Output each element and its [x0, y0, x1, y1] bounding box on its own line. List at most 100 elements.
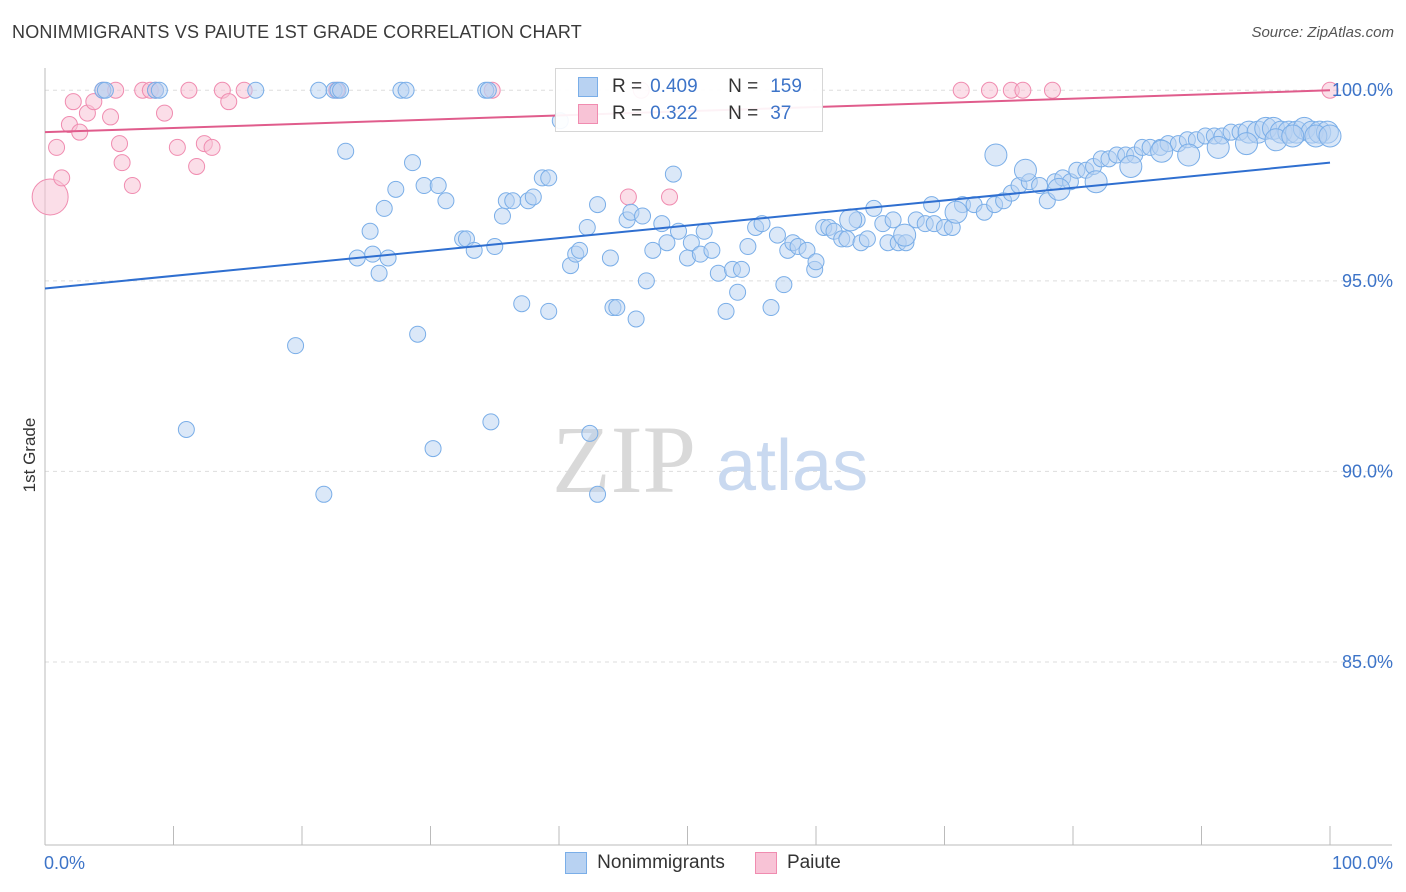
data-point-nonimmigrants — [644, 241, 662, 259]
data-point-nonimmigrants — [682, 234, 700, 252]
data-point-nonimmigrants — [364, 245, 382, 263]
data-point-nonimmigrants — [717, 302, 735, 320]
legend-r-value: 0.409 — [650, 76, 698, 97]
y-tick-label: 100.0% — [1332, 80, 1393, 100]
data-point-nonimmigrants — [589, 196, 607, 214]
data-point-nonimmigrants — [465, 241, 483, 259]
watermark-atlas: atlas — [716, 426, 868, 506]
data-point-nonimmigrants — [387, 180, 405, 198]
data-point-nonimmigrants — [838, 230, 856, 248]
data-point-nonimmigrants — [437, 192, 455, 210]
data-point-paiute — [203, 138, 221, 156]
data-point-paiute — [111, 135, 129, 153]
legend-n-value: 37 — [770, 103, 792, 124]
data-point-paiute — [53, 169, 71, 187]
data-point-nonimmigrants — [923, 196, 941, 214]
data-point-nonimmigrants — [634, 207, 652, 225]
legend-r-label: R = — [612, 76, 643, 97]
legend-item-paiute[interactable]: Paiute — [754, 852, 841, 874]
data-point-nonimmigrants — [415, 177, 433, 195]
data-point-nonimmigrants — [658, 234, 676, 252]
data-point-paiute — [31, 178, 69, 216]
data-point-nonimmigrants — [695, 222, 713, 240]
series-legend: Nonimmigrants Paiute — [0, 852, 1406, 874]
data-point-nonimmigrants — [287, 337, 305, 355]
legend-n-label: N = — [728, 103, 759, 124]
data-point-nonimmigrants — [578, 218, 596, 236]
data-point-paiute — [619, 188, 637, 206]
data-point-nonimmigrants — [884, 211, 902, 229]
stats-legend: R = 0.409 N = 159 R = 0.322 N = 37 — [555, 68, 823, 132]
paiute-points — [31, 81, 1339, 216]
watermark-zip: ZIP — [552, 406, 696, 513]
data-point-paiute — [180, 81, 198, 99]
data-point-paiute — [156, 104, 174, 122]
data-point-nonimmigrants — [775, 276, 793, 294]
nonimmigrants-points — [94, 81, 1342, 503]
data-point-nonimmigrants — [504, 192, 522, 210]
y-tick-label: 85.0% — [1342, 652, 1393, 672]
data-point-nonimmigrants — [1177, 143, 1201, 167]
data-point-paiute — [48, 138, 66, 156]
data-point-nonimmigrants — [608, 299, 626, 317]
data-point-nonimmigrants — [798, 241, 816, 259]
legend-swatch-blue — [565, 852, 588, 874]
y-tick-label: 90.0% — [1342, 461, 1393, 481]
legend-n-value: 159 — [770, 76, 802, 97]
legend-r-label: R = — [612, 103, 643, 124]
data-point-nonimmigrants — [729, 283, 747, 301]
data-point-nonimmigrants — [1119, 154, 1143, 178]
data-point-paiute — [85, 93, 103, 111]
legend-row-nonimmigrants: R = 0.409 N = 159 — [578, 75, 802, 99]
chart-title: NONIMMIGRANTS VS PAIUTE 1ST GRADE CORREL… — [12, 22, 582, 42]
data-point-nonimmigrants — [664, 165, 682, 183]
trend-line-nonimmigrants — [44, 161, 1331, 290]
data-point-nonimmigrants — [397, 81, 415, 99]
x-tick-labels: 0.0% 100.0% — [44, 853, 1393, 873]
data-point-nonimmigrants — [479, 81, 497, 99]
data-point-nonimmigrants — [893, 223, 917, 247]
data-point-nonimmigrants — [247, 81, 265, 99]
axes — [44, 68, 1392, 846]
data-point-nonimmigrants — [807, 253, 825, 271]
source-credit: Source: ZipAtlas.com — [1251, 24, 1394, 41]
data-point-nonimmigrants — [540, 169, 558, 187]
data-point-nonimmigrants — [739, 238, 757, 256]
data-point-nonimmigrants — [361, 222, 379, 240]
x-tick-label: 0.0% — [44, 853, 85, 873]
data-point-nonimmigrants — [762, 299, 780, 317]
data-point-nonimmigrants — [601, 249, 619, 267]
data-point-nonimmigrants — [944, 200, 968, 224]
data-point-nonimmigrants — [370, 264, 388, 282]
data-point-nonimmigrants — [332, 81, 350, 99]
data-point-paiute — [64, 93, 82, 111]
data-point-nonimmigrants — [581, 424, 599, 442]
y-tick-label: 95.0% — [1342, 271, 1393, 291]
data-point-nonimmigrants — [1234, 132, 1258, 156]
data-point-nonimmigrants — [404, 154, 422, 172]
data-point-nonimmigrants — [703, 241, 721, 259]
data-point-nonimmigrants — [379, 249, 397, 267]
data-point-nonimmigrants — [424, 440, 442, 458]
x-tick-label: 100.0% — [1332, 853, 1393, 873]
data-point-nonimmigrants — [429, 177, 447, 195]
data-point-nonimmigrants — [486, 238, 504, 256]
data-point-nonimmigrants — [540, 302, 558, 320]
data-point-nonimmigrants — [315, 485, 333, 503]
data-point-nonimmigrants — [637, 272, 655, 290]
legend-row-paiute: R = 0.322 N = 37 — [578, 102, 791, 126]
data-point-nonimmigrants — [984, 143, 1008, 167]
legend-item-nonimmigrants[interactable]: Nonimmigrants — [565, 852, 725, 874]
data-point-nonimmigrants — [1013, 158, 1037, 182]
data-point-paiute — [113, 154, 131, 172]
data-point-paiute — [1014, 81, 1032, 99]
data-point-nonimmigrants — [1206, 135, 1230, 159]
legend-swatch-pink — [578, 104, 598, 124]
data-point-paiute — [188, 157, 206, 175]
data-point-paiute — [102, 108, 120, 126]
data-point-nonimmigrants — [524, 188, 542, 206]
y-axis-title: 1st Grade — [20, 418, 39, 493]
data-point-nonimmigrants — [1318, 124, 1342, 148]
data-point-paiute — [123, 177, 141, 195]
data-point-nonimmigrants — [709, 264, 727, 282]
